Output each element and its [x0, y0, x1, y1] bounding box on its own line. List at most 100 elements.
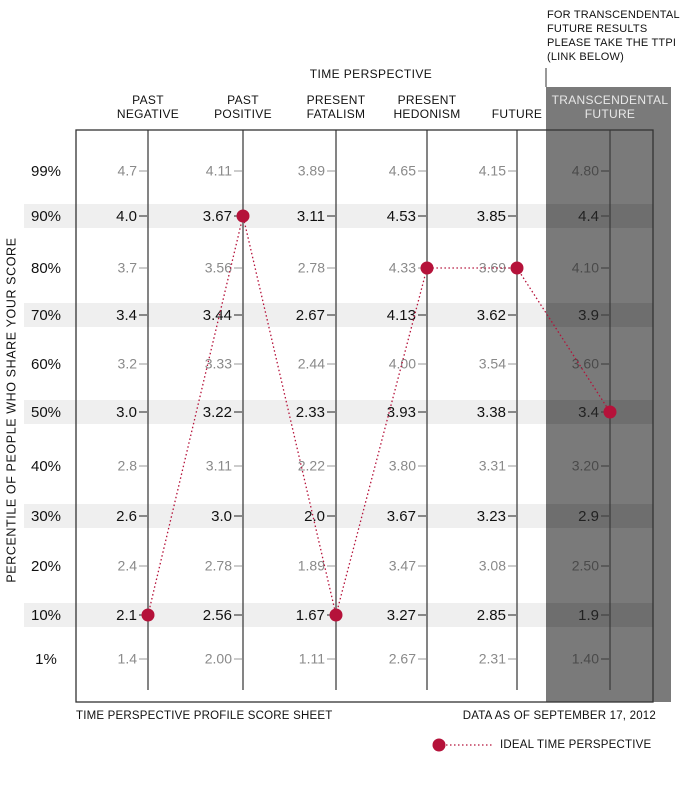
value-label: 3.62 — [477, 307, 506, 324]
value-label: 2.00 — [205, 651, 232, 667]
row-band-shaded — [546, 204, 653, 228]
value-label: 3.0 — [211, 508, 232, 525]
column-header: PAST — [227, 93, 259, 107]
column-header: TRANSCENDENTAL — [552, 93, 669, 107]
percentile-label: 80% — [31, 260, 61, 277]
value-label: 1.67 — [296, 607, 325, 624]
row-band-shaded — [546, 504, 653, 528]
value-label: 3.89 — [298, 163, 325, 179]
value-label: 2.9 — [578, 508, 599, 525]
column-header: PRESENT — [398, 93, 457, 107]
value-label: 3.11 — [206, 458, 232, 474]
value-label: 4.7 — [118, 163, 138, 179]
row-band — [24, 204, 546, 228]
legend-marker — [432, 738, 446, 752]
value-label: 2.78 — [205, 558, 232, 574]
value-label: 3.93 — [387, 404, 416, 421]
value-label: 4.15 — [479, 163, 506, 179]
ideal-profile-marker — [603, 405, 617, 419]
value-label: 3.80 — [389, 458, 416, 474]
value-label: 3.20 — [572, 458, 599, 474]
percentile-label: 40% — [31, 458, 61, 475]
ideal-profile-marker — [420, 261, 434, 275]
value-label: 2.0 — [304, 508, 325, 525]
value-label: 3.67 — [203, 208, 232, 225]
value-label: 4.4 — [578, 208, 599, 225]
value-label: 3.4 — [116, 307, 137, 324]
value-label: 3.31 — [479, 458, 506, 474]
value-label: 2.4 — [118, 558, 138, 574]
value-label: 1.4 — [118, 651, 138, 667]
row-band — [24, 303, 546, 327]
value-label: 3.7 — [118, 260, 138, 276]
transcendental-panel — [546, 87, 671, 702]
y-axis-label: PERCENTILE OF PEOPLE WHO SHARE YOUR SCOR… — [4, 237, 18, 582]
value-label: 4.65 — [389, 163, 416, 179]
value-label: 3.08 — [479, 558, 506, 574]
ideal-profile-marker — [329, 608, 343, 622]
value-label: 1.9 — [578, 607, 599, 624]
value-label: 3.0 — [116, 404, 137, 421]
percentile-label: 70% — [31, 307, 61, 324]
column-header: FUTURE — [585, 107, 635, 121]
value-label: 2.31 — [479, 651, 506, 667]
value-label: 4.13 — [387, 307, 416, 324]
value-label: 3.11 — [297, 208, 325, 225]
value-label: 2.67 — [296, 307, 325, 324]
value-label: 3.4 — [578, 404, 599, 421]
value-label: 4.00 — [389, 356, 416, 372]
column-header: HEDONISM — [393, 107, 460, 121]
row-band-shaded — [546, 603, 653, 627]
column-header: PAST — [132, 93, 164, 107]
ideal-profile-marker — [510, 261, 524, 275]
value-label: 2.85 — [477, 607, 506, 624]
value-label: 2.78 — [298, 260, 325, 276]
legend-label: IDEAL TIME PERSPECTIVE — [500, 739, 652, 751]
ideal-profile-marker — [236, 209, 250, 223]
value-label: 3.44 — [203, 307, 232, 324]
value-label: 3.67 — [387, 508, 416, 525]
percentile-label: 10% — [31, 607, 61, 624]
column-header: POSITIVE — [214, 107, 272, 121]
chart-frame — [75, 129, 654, 703]
value-label: 2.8 — [118, 458, 138, 474]
value-label: 4.80 — [572, 163, 599, 179]
percentile-label: 90% — [31, 208, 61, 225]
value-label: 3.85 — [477, 208, 506, 225]
value-label: 3.22 — [203, 404, 232, 421]
footer-left: TIME PERSPECTIVE PROFILE SCORE SHEET — [76, 710, 332, 722]
ideal-profile-marker — [141, 608, 155, 622]
column-header: FATALISM — [307, 107, 366, 121]
value-label: 2.1 — [116, 607, 137, 624]
value-label: 2.6 — [116, 508, 137, 525]
row-band-shaded — [546, 303, 653, 327]
value-label: 4.11 — [206, 163, 232, 179]
value-label: 2.50 — [572, 558, 599, 574]
footer-right: DATA AS OF SEPTEMBER 17, 2012 — [463, 710, 656, 722]
value-label: 4.0 — [116, 208, 137, 225]
percentile-label: 99% — [31, 163, 61, 180]
value-label: 3.56 — [205, 260, 232, 276]
ttpi-note: FOR TRANSCENDENTAL FUTURE RESULTS PLEASE… — [547, 9, 680, 63]
value-label: 3.38 — [477, 404, 506, 421]
value-label: 2.22 — [298, 458, 325, 474]
chart-title: TIME PERSPECTIVE — [310, 67, 432, 81]
value-label: 3.54 — [479, 356, 506, 372]
ideal-profile-line — [147, 215, 611, 616]
value-label: 2.44 — [298, 356, 325, 372]
row-band — [24, 603, 546, 627]
row-band — [24, 504, 546, 528]
percentile-label: 50% — [31, 404, 61, 421]
value-label: 3.9 — [578, 307, 599, 324]
value-label: 2.56 — [203, 607, 232, 624]
value-label: 4.53 — [387, 208, 416, 225]
row-band — [24, 400, 546, 424]
value-label: 1.11 — [299, 651, 325, 667]
percentile-label: 60% — [31, 356, 61, 373]
value-label: 2.67 — [389, 651, 416, 667]
value-label: 1.89 — [298, 558, 325, 574]
value-label: 3.27 — [387, 607, 416, 624]
column-header: NEGATIVE — [117, 107, 179, 121]
value-label: 3.47 — [389, 558, 416, 574]
